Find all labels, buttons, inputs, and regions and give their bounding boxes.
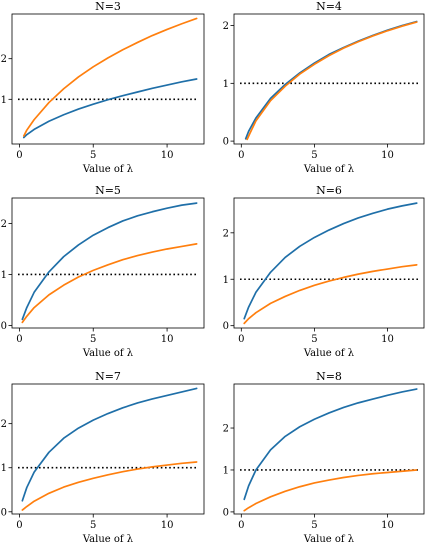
- panel-title: N=4: [316, 0, 342, 13]
- panel-5: N=7 0 5 10 0 1 2 Value of λ: [1, 370, 205, 545]
- y-tick-label: 2: [223, 228, 229, 239]
- y-tick-label: 0: [1, 507, 7, 518]
- x-axis-label: Value of λ: [303, 164, 355, 175]
- y-tick-label: 1: [223, 465, 229, 476]
- x-axis-label: Value of λ: [303, 534, 355, 545]
- y-tick-label: 0: [223, 321, 229, 332]
- x-axis-label: Value of λ: [82, 164, 134, 175]
- plot-frame: [233, 13, 425, 145]
- panel-1: N=3 0 5 10 1 2 Value of λ: [1, 0, 205, 175]
- x-tick-label: 10: [381, 334, 394, 345]
- plot-frame: [11, 383, 205, 515]
- series-line-1: [21, 387, 198, 502]
- panel-2: N=4 0 5 10 0 1 2 Value of λ: [223, 0, 425, 175]
- series-line-2: [22, 17, 198, 137]
- x-axis-label: Value of λ: [303, 348, 355, 359]
- series-line-1: [244, 20, 418, 140]
- y-tick-label: 2: [223, 21, 229, 32]
- x-tick-label: 10: [381, 150, 394, 161]
- plot-frame: [11, 197, 205, 329]
- x-tick-label: 5: [90, 520, 96, 531]
- y-tick-label: 2: [223, 424, 229, 435]
- y-tick-label: 1: [223, 275, 229, 286]
- x-tick-label: 5: [311, 334, 317, 345]
- series-line-1: [243, 388, 418, 501]
- x-tick-label: 0: [238, 520, 244, 531]
- y-tick-label: 2: [1, 219, 7, 230]
- panel-title: N=3: [95, 0, 121, 13]
- y-tick-label: 2: [1, 419, 7, 430]
- panel-4: N=6 0 5 10 0 1 2 Value of λ: [223, 184, 425, 359]
- y-tick-label: 0: [1, 321, 7, 332]
- series-line-2: [21, 243, 198, 324]
- series-line-2: [246, 21, 418, 141]
- y-tick-label: 2: [1, 54, 7, 65]
- x-tick-label: 0: [16, 520, 22, 531]
- x-tick-label: 5: [90, 334, 96, 345]
- x-tick-label: 5: [311, 150, 317, 161]
- series-line-1: [21, 202, 198, 321]
- series-line-2: [243, 264, 418, 325]
- x-axis-label: Value of λ: [82, 348, 134, 359]
- plot-frame: [11, 13, 205, 145]
- plot-frame: [233, 383, 425, 515]
- series-line-1: [22, 78, 198, 139]
- y-tick-label: 1: [1, 270, 7, 281]
- series-line-2: [243, 469, 418, 512]
- x-tick-label: 0: [238, 150, 244, 161]
- series-line-2: [21, 461, 198, 511]
- y-tick-label: 0: [223, 137, 229, 148]
- y-tick-label: 1: [223, 79, 229, 90]
- series-line-1: [243, 202, 418, 320]
- x-tick-label: 5: [90, 150, 96, 161]
- x-tick-label: 10: [161, 520, 174, 531]
- panel-3: N=5 0 5 10 0 1 2 Value of λ: [1, 184, 205, 359]
- x-tick-label: 10: [161, 150, 174, 161]
- y-tick-label: 1: [1, 463, 7, 474]
- plot-frame: [233, 197, 425, 329]
- x-tick-label: 10: [381, 520, 394, 531]
- x-tick-label: 0: [238, 334, 244, 345]
- panel-title: N=7: [95, 370, 121, 383]
- x-tick-label: 0: [16, 150, 22, 161]
- x-axis-label: Value of λ: [82, 534, 134, 545]
- panel-title: N=5: [95, 184, 121, 197]
- panel-title: N=8: [316, 370, 342, 383]
- x-tick-label: 5: [311, 520, 317, 531]
- panel-title: N=6: [316, 184, 342, 197]
- x-tick-label: 0: [16, 334, 22, 345]
- y-tick-label: 0: [223, 507, 229, 518]
- y-tick-label: 1: [1, 95, 7, 106]
- x-tick-label: 10: [161, 334, 174, 345]
- panel-6: N=8 0 5 10 0 1 2 Value of λ: [223, 370, 425, 545]
